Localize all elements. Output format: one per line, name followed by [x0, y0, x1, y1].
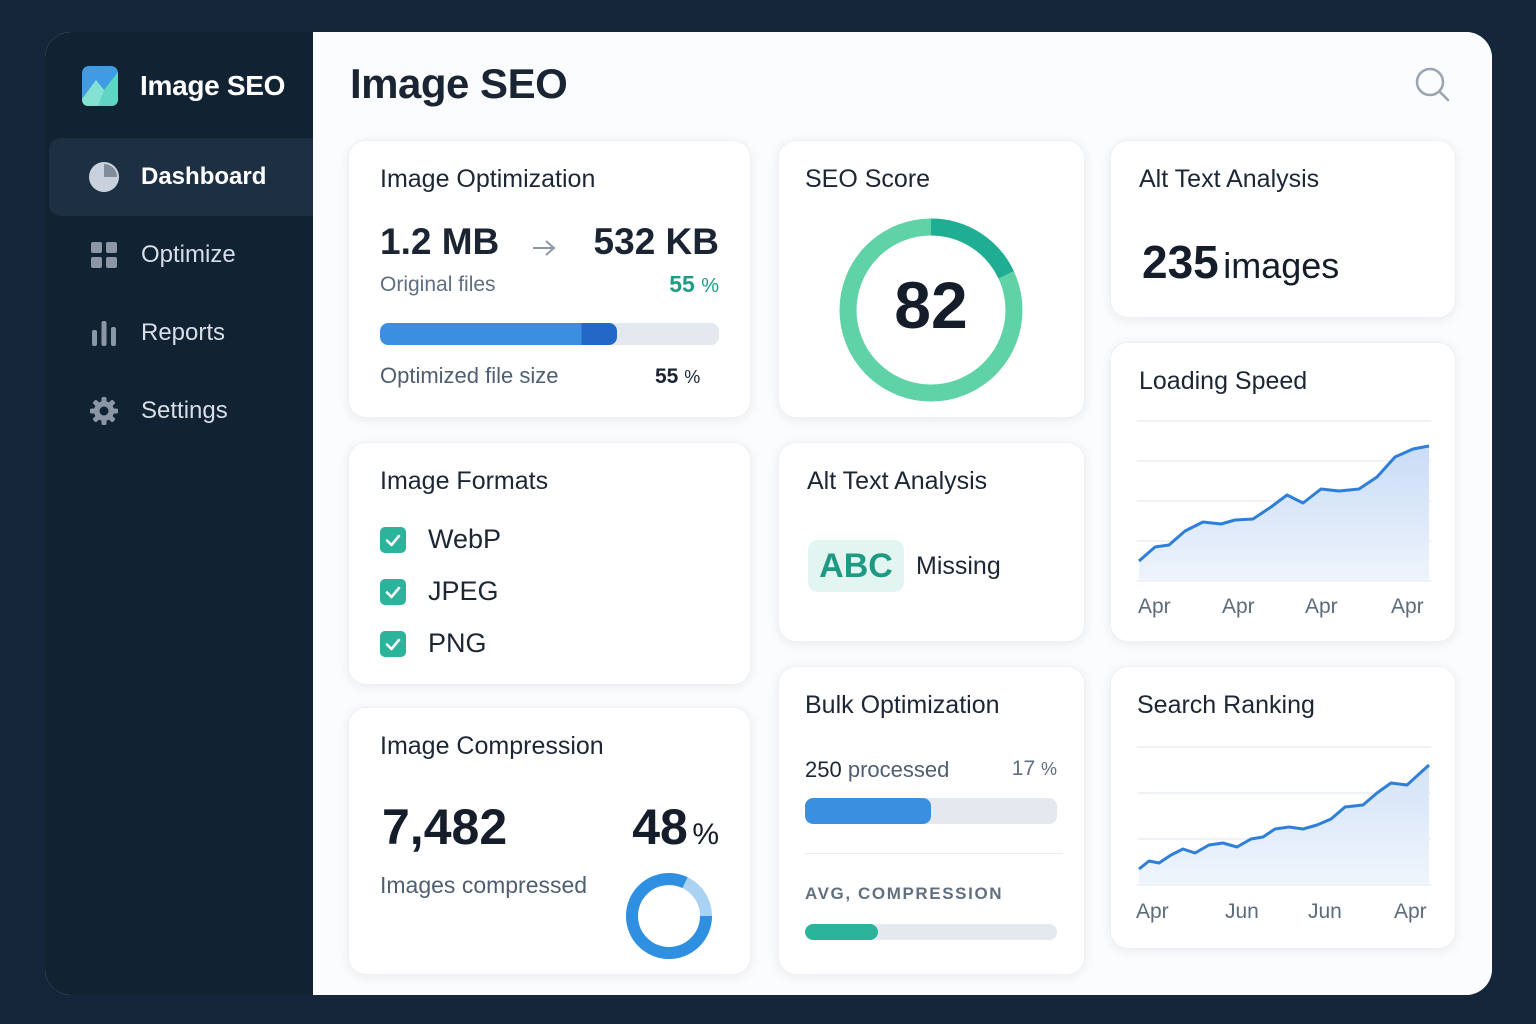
clock-icon — [87, 160, 121, 194]
processed-label: processed — [847, 757, 950, 782]
seo-score-gauge — [839, 218, 1023, 402]
compression-donut-arc — [626, 873, 712, 959]
bar-percent: 55 % — [655, 365, 700, 389]
card-title: SEO Score — [805, 165, 931, 193]
checkbox-checked-icon[interactable] — [380, 578, 406, 605]
savings-unit: % — [701, 275, 719, 297]
image-compression-card: Image Compression 7,482 48 % Images comp… — [348, 707, 751, 975]
abc-badge: ABC — [808, 540, 904, 592]
processed-count: 250 processed — [805, 757, 949, 783]
app-logo-icon — [82, 66, 118, 106]
original-size: 1.2 MB — [380, 221, 500, 262]
bulk-optimization-card: Bulk Optimization 250 processed 17 % AVG… — [778, 666, 1085, 975]
avg-compression-fill — [805, 924, 879, 940]
search-ranking-card: Search Ranking Apr Jun Jun Apr — [1110, 666, 1456, 949]
compression-donut — [626, 873, 712, 959]
avg-compression-label: AVG, COMPRESSION — [805, 884, 1004, 903]
bulk-progress-bar — [805, 798, 1057, 824]
loading-speed-chart — [1137, 420, 1431, 582]
bulk-percent-value: 17 — [1011, 757, 1036, 780]
bar-chart-icon — [87, 316, 121, 350]
optimization-progress-bar — [380, 323, 719, 345]
card-title: Image Optimization — [380, 165, 596, 193]
savings-percent: 55 % — [669, 271, 719, 298]
card-title: Image Compression — [380, 732, 604, 760]
image-optimization-card: Image Optimization 1.2 MB 532 KB Origina… — [348, 140, 751, 418]
format-label: JPEG — [428, 576, 499, 606]
x-axis-label: Jun — [1225, 900, 1259, 923]
bulk-percent: 17 % — [1012, 757, 1057, 781]
format-label: WebP — [428, 524, 502, 554]
brand-name: Image SEO — [140, 70, 286, 101]
card-title: Search Ranking — [1137, 691, 1315, 719]
alt-text-count: 235 images — [1142, 235, 1339, 289]
app-window: Image SEO Dashboard Optimize Reports — [45, 32, 1492, 995]
sidebar-item-label: Dashboard — [141, 163, 267, 190]
x-axis-label: Apr — [1136, 900, 1169, 923]
x-axis-label: Apr — [1305, 595, 1338, 618]
format-label: PNG — [428, 628, 487, 658]
compression-percent-value: 48 — [632, 799, 688, 855]
compressed-count: 7,482 — [382, 799, 508, 855]
processed-value: 250 — [805, 757, 842, 782]
sidebar-item-settings[interactable]: Settings — [49, 372, 313, 450]
compression-percent-unit: % — [692, 818, 719, 851]
search-icon[interactable] — [1414, 66, 1452, 104]
savings-value: 55 — [669, 271, 695, 297]
sidebar-nav: Dashboard Optimize Reports — [49, 138, 313, 450]
main-content: Image SEO Image Optimization 1.2 MB 532 … — [313, 32, 1492, 995]
sidebar-item-reports[interactable]: Reports — [49, 294, 313, 372]
bar-value: 55 — [655, 365, 679, 388]
card-title: Bulk Optimization — [805, 691, 1000, 719]
sidebar-item-label: Optimize — [141, 241, 236, 268]
seo-score-arc — [839, 218, 1023, 402]
compression-percent: 48 % — [632, 798, 719, 856]
seo-score-card: SEO Score 82 — [778, 140, 1085, 418]
format-option-jpeg[interactable]: JPEG — [380, 576, 499, 607]
original-files-label: Original files — [380, 273, 496, 296]
bar-label: Optimized file size — [380, 363, 559, 388]
sidebar: Image SEO Dashboard Optimize Reports — [45, 32, 313, 995]
alt-count-unit: images — [1223, 245, 1340, 286]
brand[interactable]: Image SEO — [82, 66, 285, 106]
optimization-progress-fill — [380, 323, 618, 345]
gear-icon — [87, 394, 121, 428]
card-title: Alt Text Analysis — [807, 467, 988, 495]
card-title: Image Formats — [380, 467, 549, 495]
x-axis-label: Apr — [1138, 595, 1171, 618]
sidebar-item-optimize[interactable]: Optimize — [49, 216, 313, 294]
divider — [805, 853, 1063, 854]
alt-text-missing-card: Alt Text Analysis ABC Missing — [778, 442, 1085, 642]
card-title: Loading Speed — [1139, 367, 1308, 395]
seo-score-value: 82 — [894, 268, 968, 342]
sidebar-item-dashboard[interactable]: Dashboard — [49, 138, 313, 216]
x-axis-label: Apr — [1391, 595, 1424, 618]
search-ranking-chart — [1137, 746, 1431, 886]
page-title: Image SEO — [350, 60, 568, 107]
checkbox-checked-icon[interactable] — [380, 526, 406, 553]
optimized-size: 532 KB — [593, 221, 719, 262]
sidebar-item-label: Reports — [141, 319, 226, 346]
avg-compression-bar — [805, 924, 1057, 940]
sidebar-item-label: Settings — [141, 397, 228, 424]
loading-speed-card: Loading Speed Apr Apr Apr Apr — [1110, 342, 1456, 642]
bar-unit: % — [684, 367, 701, 387]
format-option-png[interactable]: PNG — [380, 628, 487, 659]
x-axis-label: Jun — [1308, 900, 1342, 923]
missing-status: Missing — [916, 552, 1001, 580]
bulk-progress-fill — [805, 798, 931, 824]
x-axis-label: Apr — [1394, 900, 1427, 923]
arrow-right-icon — [530, 237, 558, 264]
bulk-percent-unit: % — [1040, 759, 1057, 779]
format-option-webp[interactable]: WebP — [380, 524, 501, 555]
x-axis-label: Apr — [1222, 595, 1255, 618]
card-title: Alt Text Analysis — [1139, 165, 1320, 193]
checkbox-checked-icon[interactable] — [380, 630, 406, 657]
compressed-label: Images compressed — [380, 872, 588, 898]
grid-icon — [87, 238, 121, 272]
alt-count-value: 235 — [1142, 236, 1219, 288]
alt-text-count-card: Alt Text Analysis 235 images — [1110, 140, 1456, 318]
image-formats-card: Image Formats WebP JPEG PNG — [348, 442, 751, 685]
